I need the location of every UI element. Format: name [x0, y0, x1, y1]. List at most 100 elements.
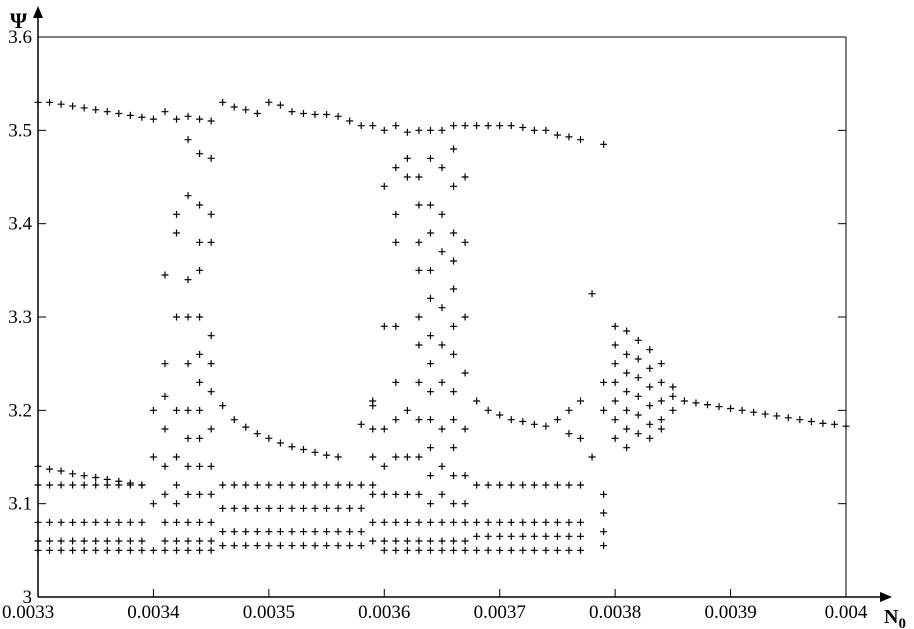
data-point-marker	[623, 444, 631, 452]
data-point-marker	[392, 378, 400, 386]
data-point-marker	[230, 542, 238, 550]
data-point-marker	[438, 462, 446, 470]
data-point-marker	[80, 537, 88, 545]
data-point-marker	[369, 518, 377, 526]
data-point-marker	[692, 399, 700, 407]
data-point-marker	[426, 416, 434, 424]
data-point-marker	[507, 416, 515, 424]
data-point-marker	[196, 313, 204, 321]
x-axis-title: N0	[884, 606, 906, 629]
data-point-marker	[357, 528, 365, 536]
data-point-marker	[415, 341, 423, 349]
data-point-marker	[173, 518, 181, 526]
data-point-marker	[184, 313, 192, 321]
data-point-marker	[438, 126, 446, 134]
data-point-marker	[438, 304, 446, 312]
data-point-marker	[184, 192, 192, 200]
data-point-marker	[738, 406, 746, 414]
data-point-marker	[611, 397, 619, 405]
data-point-marker	[553, 532, 561, 540]
data-point-marker	[450, 145, 458, 153]
data-point-marker	[473, 481, 481, 489]
data-point-marker	[242, 423, 250, 431]
data-point-marker	[646, 364, 654, 372]
data-point-marker	[92, 546, 100, 554]
data-point-marker	[438, 210, 446, 218]
data-point-marker	[565, 518, 573, 526]
data-point-marker	[80, 518, 88, 526]
data-point-marker	[103, 546, 111, 554]
data-point-marker	[438, 537, 446, 545]
data-point-marker	[600, 542, 608, 550]
data-point-marker	[34, 98, 42, 106]
data-point-marker	[346, 542, 354, 550]
data-point-marker	[623, 327, 631, 335]
data-point-marker	[461, 238, 469, 246]
data-point-marker	[473, 532, 481, 540]
data-point-marker	[473, 397, 481, 405]
data-point-marker	[553, 518, 561, 526]
data-point-marker	[657, 378, 665, 386]
data-point-marker	[507, 122, 515, 130]
data-point-marker	[473, 518, 481, 526]
data-point-marker	[69, 470, 77, 478]
data-point-marker	[103, 108, 111, 116]
data-point-marker	[438, 378, 446, 386]
data-point-marker	[288, 108, 296, 116]
data-point-marker	[796, 416, 804, 424]
data-point-marker	[403, 128, 411, 136]
data-point-marker	[565, 532, 573, 540]
data-point-marker	[450, 444, 458, 452]
data-point-marker	[461, 500, 469, 508]
data-point-marker	[161, 392, 169, 400]
data-point-marker	[403, 453, 411, 461]
data-point-marker	[392, 122, 400, 130]
data-point-marker	[634, 392, 642, 400]
data-point-marker	[46, 537, 54, 545]
data-point-marker	[196, 462, 204, 470]
data-point-marker	[669, 406, 677, 414]
data-point-marker	[230, 504, 238, 512]
data-point-marker	[727, 404, 735, 412]
data-point-marker	[207, 388, 215, 396]
data-point-marker	[265, 542, 273, 550]
data-point-marker	[369, 397, 377, 405]
data-point-marker	[115, 518, 123, 526]
data-point-marker	[403, 173, 411, 181]
data-point-marker	[380, 322, 388, 330]
data-point-marker	[484, 122, 492, 130]
data-point-marker	[507, 518, 515, 526]
data-point-marker	[311, 528, 319, 536]
data-point-marker	[57, 100, 65, 108]
data-point-marker	[484, 518, 492, 526]
data-point-marker	[611, 341, 619, 349]
data-point-marker	[46, 98, 54, 106]
data-point-marker	[634, 430, 642, 438]
data-point-marker	[403, 154, 411, 162]
data-point-marker	[34, 518, 42, 526]
data-point-marker	[646, 383, 654, 391]
data-point-marker	[461, 518, 469, 526]
data-point-marker	[461, 313, 469, 321]
data-point-marker	[323, 110, 331, 118]
data-point-marker	[92, 537, 100, 545]
data-point-marker	[126, 481, 134, 489]
data-point-marker	[565, 430, 573, 438]
data-point-marker	[138, 113, 146, 121]
data-point-marker	[461, 122, 469, 130]
data-point-marker	[450, 350, 458, 358]
data-point-marker	[299, 481, 307, 489]
data-point-marker	[57, 546, 65, 554]
data-point-marker	[588, 290, 596, 298]
data-point-marker	[496, 546, 504, 554]
data-point-marker	[46, 546, 54, 554]
data-point-marker	[196, 150, 204, 158]
data-point-marker	[530, 420, 538, 428]
data-point-marker	[311, 542, 319, 550]
data-point-marker	[450, 322, 458, 330]
data-point-marker	[196, 406, 204, 414]
data-point-marker	[426, 126, 434, 134]
data-point-marker	[196, 434, 204, 442]
data-point-marker	[657, 360, 665, 368]
data-point-marker	[773, 412, 781, 420]
